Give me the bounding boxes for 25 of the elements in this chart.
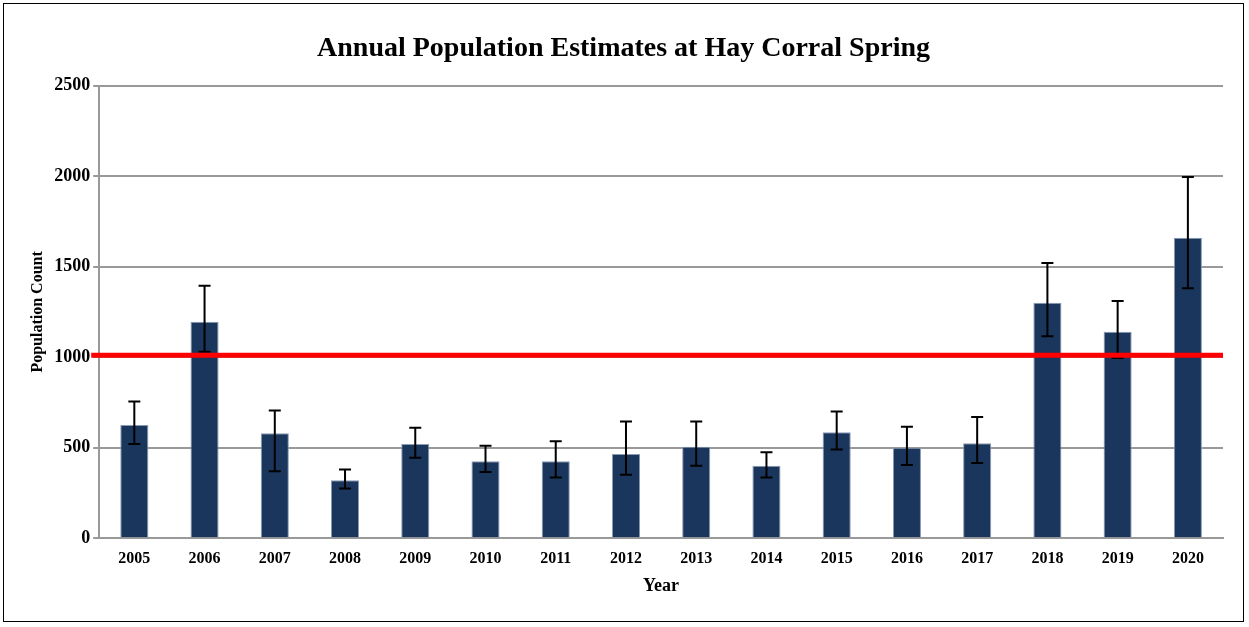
x-tick-label: 2017 xyxy=(961,548,994,566)
x-axis-title: Year xyxy=(643,574,680,595)
x-tick-label: 2020 xyxy=(1171,548,1204,566)
y-tick-label: 500 xyxy=(63,436,91,457)
x-tick-label: 2010 xyxy=(469,548,502,566)
y-tick-label: 0 xyxy=(81,526,91,547)
chart-title: Annual Population Estimates at Hay Corral Spring xyxy=(317,31,930,63)
x-tick-label: 2019 xyxy=(1101,548,1134,566)
x-tick-label: 2007 xyxy=(258,548,291,566)
y-tick-label: 2000 xyxy=(54,164,91,185)
y-tick-label: 1000 xyxy=(54,345,91,366)
y-tick-label: 2500 xyxy=(54,74,91,95)
x-tick-label: 2008 xyxy=(329,548,362,566)
x-tick-label: 2014 xyxy=(750,548,783,566)
y-axis-title: Population Count xyxy=(27,250,46,373)
x-tick-label: 2015 xyxy=(820,548,853,566)
x-tick-label: 2016 xyxy=(890,548,923,566)
x-tick-label: 2013 xyxy=(680,548,713,566)
x-tick-label: 2009 xyxy=(399,548,432,566)
y-tick-label: 1500 xyxy=(54,255,91,276)
x-tick-label: 2018 xyxy=(1031,548,1064,566)
x-tick-label: 2011 xyxy=(540,548,572,566)
x-tick-label: 2006 xyxy=(188,548,221,566)
x-tick-label: 2012 xyxy=(609,548,642,566)
x-tick-label: 2005 xyxy=(118,548,151,566)
